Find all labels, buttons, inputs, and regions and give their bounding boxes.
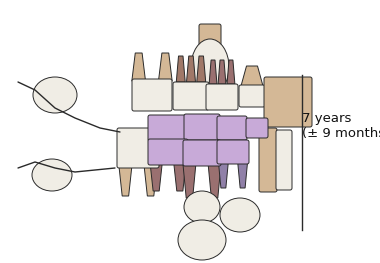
- Polygon shape: [174, 163, 186, 191]
- FancyBboxPatch shape: [199, 24, 221, 50]
- Polygon shape: [158, 53, 172, 81]
- FancyBboxPatch shape: [173, 82, 209, 110]
- Ellipse shape: [32, 159, 72, 191]
- FancyBboxPatch shape: [132, 79, 172, 111]
- FancyBboxPatch shape: [148, 115, 188, 141]
- FancyBboxPatch shape: [264, 77, 312, 127]
- Polygon shape: [187, 56, 195, 82]
- Polygon shape: [176, 56, 185, 82]
- Polygon shape: [195, 216, 209, 232]
- Ellipse shape: [178, 220, 226, 260]
- FancyBboxPatch shape: [259, 128, 277, 192]
- Text: 7 years
(± 9 months): 7 years (± 9 months): [302, 112, 380, 140]
- FancyBboxPatch shape: [206, 84, 238, 110]
- Polygon shape: [132, 53, 146, 81]
- FancyBboxPatch shape: [246, 118, 268, 138]
- FancyBboxPatch shape: [194, 222, 210, 240]
- Polygon shape: [183, 164, 196, 198]
- Polygon shape: [209, 60, 217, 84]
- Polygon shape: [227, 60, 235, 84]
- Polygon shape: [150, 163, 162, 191]
- Ellipse shape: [220, 198, 260, 232]
- Ellipse shape: [184, 191, 220, 223]
- Ellipse shape: [191, 39, 229, 95]
- FancyBboxPatch shape: [217, 116, 247, 140]
- Ellipse shape: [33, 77, 77, 113]
- FancyBboxPatch shape: [184, 114, 220, 140]
- Polygon shape: [241, 66, 263, 86]
- FancyBboxPatch shape: [117, 128, 159, 168]
- Polygon shape: [144, 166, 157, 196]
- Polygon shape: [238, 162, 247, 188]
- FancyBboxPatch shape: [217, 140, 249, 164]
- FancyBboxPatch shape: [148, 139, 188, 165]
- Polygon shape: [218, 162, 228, 188]
- FancyBboxPatch shape: [183, 140, 221, 166]
- FancyBboxPatch shape: [239, 85, 265, 107]
- Polygon shape: [218, 60, 226, 84]
- Polygon shape: [197, 56, 206, 82]
- FancyBboxPatch shape: [276, 130, 292, 190]
- Polygon shape: [119, 166, 132, 196]
- Polygon shape: [208, 164, 221, 198]
